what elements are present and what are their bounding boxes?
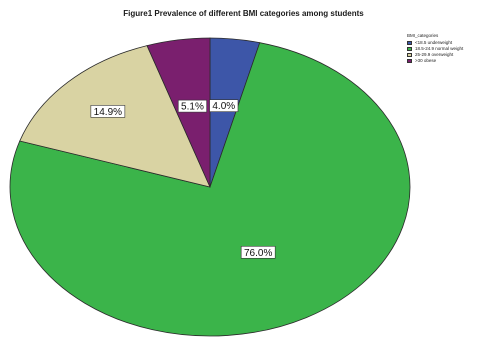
legend-swatch-1 <box>407 47 412 51</box>
legend-swatch-3 <box>407 59 412 63</box>
legend-title: BMI_categories <box>407 33 439 38</box>
legend-label-1: 18.5-24.9 normal weight <box>415 46 464 51</box>
legend-swatch-0 <box>407 41 412 45</box>
chart-title: Figure1 Prevalence of different BMI cate… <box>123 9 364 18</box>
legend-item-2: 25-29.9 overweight <box>407 52 463 58</box>
slice-label-box-3 <box>177 99 207 113</box>
legend-label-3: >30 obese <box>415 58 437 63</box>
slice-label-text-0: 4.0% <box>212 101 235 112</box>
slice-label-text-2: 14.9% <box>94 107 122 118</box>
slice-label-box-1 <box>240 245 276 259</box>
slice-label-0: 4.0% <box>209 99 239 112</box>
legend-label-0: <18.5 underweight <box>415 40 453 45</box>
slice-label-box-0 <box>209 99 239 112</box>
legend-item-1: 18.5-24.9 normal weight <box>407 46 463 52</box>
slice-label-box-2 <box>90 105 126 118</box>
legend-item-0: <18.5 underweight <box>407 40 463 46</box>
slice-label-text-1: 76.0% <box>244 248 272 259</box>
slice-label-2: 14.9% <box>90 105 126 118</box>
pie-labels: 4.0% 76.0% 14.9% 5.1% <box>90 99 276 259</box>
slice-label-text-3: 5.1% <box>181 102 204 113</box>
slice-label-1: 76.0% <box>240 245 276 259</box>
legend: BMI_categories <18.5 underweight 18.5-24.… <box>407 33 463 64</box>
pie-slice-1 <box>9 42 411 337</box>
legend-items: <18.5 underweight 18.5-24.9 normal weight… <box>407 40 463 64</box>
pie-slices <box>9 37 411 337</box>
legend-label-2: 25-29.9 overweight <box>415 52 454 57</box>
legend-swatch-2 <box>407 53 412 57</box>
slice-label-3: 5.1% <box>177 99 207 113</box>
pie-slice-3 <box>146 37 211 188</box>
legend-item-3: >30 obese <box>407 58 463 64</box>
